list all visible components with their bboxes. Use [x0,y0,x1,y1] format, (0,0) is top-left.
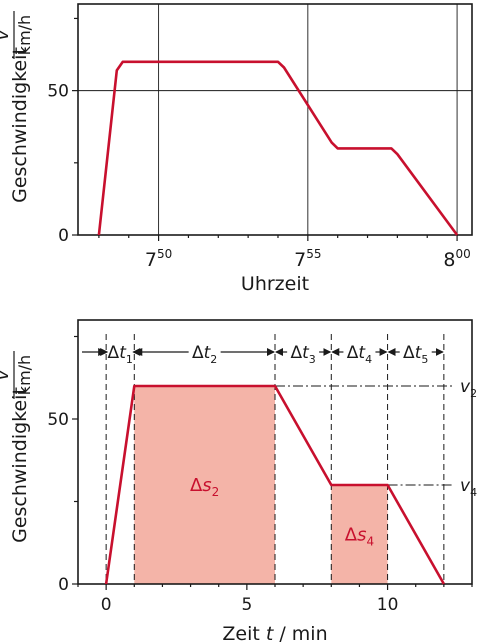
chart1-x-tick-label: 755 [294,247,321,271]
chart2-interval-var: t [415,343,423,363]
chart2-y-unit-fraction: vkm/h [0,351,34,399]
chart1-y-axis-label: Geschwindigkeitvkm/h [0,11,34,203]
chart2-y-tick-value: 50 [47,410,69,430]
chart1-x-tick-hour: 7 [294,249,306,271]
chart2-y-tick-label: 50 [47,410,69,430]
chart2-reference-label: v2 [460,377,477,400]
chart2-reference-var: v [460,476,471,496]
chart1-y-unit-num-text: v [0,29,13,40]
chart1-x-tick-hour: 7 [145,249,157,271]
chart2-x-tick-label: 5 [241,595,252,615]
chart2-x-tick-label: 10 [377,595,399,615]
chart1-y-unit-denominator: km/h [15,15,34,55]
chart1-x-tick-minute: 00 [455,247,470,261]
chart2-interval-delta: Δ [347,343,359,363]
chart2-x-tick-value: 0 [101,595,112,615]
chart2-x-axis-label-word: Zeit [222,623,265,644]
chart2-y-axis-label-word: Geschwindigkeit [9,387,31,543]
chart1-x-tick-label: 750 [145,247,172,271]
chart2-interval-sub: 5 [421,353,428,366]
chart2-shaded-label-delta: Δ [190,475,203,496]
chart1-y-tick-value: 50 [47,82,69,102]
chart1-frame [77,3,473,236]
chart2-interval-label: Δt1 [108,343,133,366]
chart2-interval-var: t [302,343,310,363]
chart2-interval-delta: Δ [192,343,204,363]
chart2-x-axis-label: Zeit t / min [222,623,327,644]
chart2-interval-label: Δt5 [403,343,428,366]
chart2-y-unit-numerator: v [0,369,13,380]
chart1-y-unit-numerator: v [0,29,13,40]
chart2-y-unit-denominator: km/h [15,355,34,395]
chart2-interval-delta: Δ [403,343,415,363]
chart1-x-axis-label: Uhrzeit [241,273,309,295]
chart2-y-tick-value: 0 [58,575,69,595]
chart2-interval-delta: Δ [290,343,302,363]
chart2-reference-label: v4 [460,476,477,499]
chart2-interval-label: Δt4 [347,343,372,366]
chart2-interval-sub: 3 [309,353,316,366]
chart2-interval-label: Δt2 [192,343,217,366]
chart2-y-unit-den-text: km/h [15,355,34,395]
chart2-x-axis-label-symbol: t [266,623,275,644]
chart2-interval-var: t [204,343,212,363]
chart2-interval-sub: 4 [365,353,372,366]
chart2-interval-sub: 1 [126,353,133,366]
chart2-interval-var: t [358,343,366,363]
chart2-interval-delta: Δ [108,343,120,363]
chart2-x-axis-label-unit: / min [273,623,327,644]
chart2-reference-sub: 4 [470,486,477,499]
chart2-shaded-label-var: s [357,525,366,546]
chart2-reference-sub: 2 [470,387,477,400]
chart1-x-tick-minute: 55 [306,247,321,261]
chart2-y-unit-num-text: v [0,369,13,380]
chart2-interval-label: Δt3 [290,343,315,366]
chart1-y-tick-value: 0 [58,226,69,246]
chart2-shaded-label-var: s [202,475,211,496]
chart2-shaded-label: Δs2 [190,475,219,499]
chart1-y-unit-fraction: vkm/h [0,11,34,59]
chart1-y-axis-label-text: Geschwindigkeit [9,47,31,203]
chart1-y-unit-den-text: km/h [15,15,34,55]
chart1-x-tick-label: 800 [443,247,470,271]
chart2-x-tick-label: 0 [101,595,112,615]
chart2-shaded-label-sub: 4 [366,535,374,549]
chart2-reference-var: v [460,377,471,397]
chart2-series-line [104,384,446,585]
chart1-y-tick-label: 0 [58,226,69,246]
chart2-interval-sub: 2 [210,353,217,366]
chart2-shaded-label: Δs4 [345,525,374,549]
chart1-x-axis-label-text: Uhrzeit [241,273,309,295]
chart2-y-tick-label: 0 [58,575,69,595]
chart1-x-tick-minute: 50 [157,247,172,261]
chart2-shaded-area [331,485,388,584]
chart2-shaded-area [134,386,275,584]
chart2-y-axis-label-text: Geschwindigkeit [9,387,31,543]
chart2-shaded-label-sub: 2 [212,485,220,499]
chart2-x-tick-value: 10 [377,595,399,615]
chart2-x-tick-value: 5 [241,595,252,615]
chart1-y-axis-label-word: Geschwindigkeit [9,47,31,203]
chart2-shaded-label-delta: Δ [345,525,358,546]
chart1-y-tick-label: 50 [47,82,69,102]
chart2-interval-var: t [119,343,127,363]
chart2-y-axis-label: Geschwindigkeitvkm/h [0,351,34,543]
chart1-series-line [97,60,459,236]
chart1-x-tick-hour: 8 [443,249,455,271]
